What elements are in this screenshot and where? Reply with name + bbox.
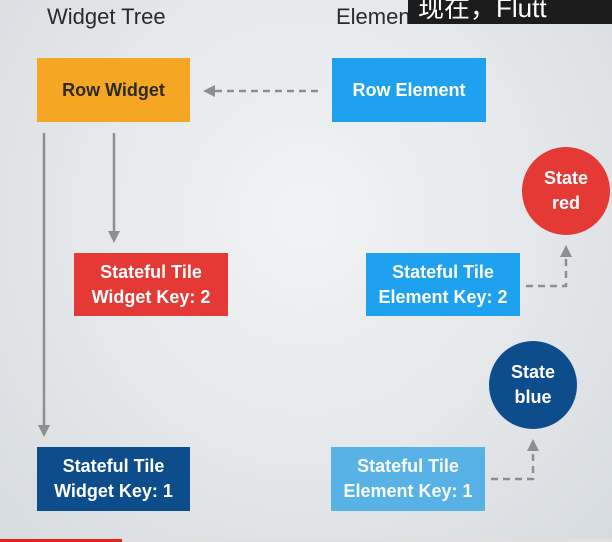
arrowhead-state-blue bbox=[527, 439, 539, 451]
video-progress-bar[interactable] bbox=[0, 539, 612, 542]
arrowhead-stateful-widget-1 bbox=[38, 425, 50, 437]
widget-tree-header: Widget Tree bbox=[47, 4, 166, 29]
arrowhead-stateful-widget-2 bbox=[108, 231, 120, 243]
arrowhead-state-red bbox=[560, 245, 572, 257]
stateful-tile-widget-key-1-node: Stateful Tile Widget Key: 1 bbox=[37, 447, 190, 511]
state-red-node: State red bbox=[522, 147, 610, 235]
video-progress-fill bbox=[0, 539, 123, 542]
row-element-node: Row Element bbox=[332, 58, 486, 122]
arrow-element-1-to-state-blue bbox=[491, 452, 535, 481]
arrow-element-2-to-state-red bbox=[526, 258, 568, 288]
row-widget-node: Row Widget bbox=[37, 58, 190, 122]
stateful-tile-element-key-2-node: Stateful Tile Element Key: 2 bbox=[366, 253, 520, 316]
state-blue-node: State blue bbox=[489, 341, 577, 429]
stateful-tile-element-key-1-node: Stateful Tile Element Key: 1 bbox=[331, 447, 485, 511]
subtitle-caption: 现在，Flutt bbox=[408, 0, 612, 24]
arrowhead-row-widget bbox=[203, 85, 215, 97]
stateful-tile-widget-key-2-node: Stateful Tile Widget Key: 2 bbox=[74, 253, 228, 316]
